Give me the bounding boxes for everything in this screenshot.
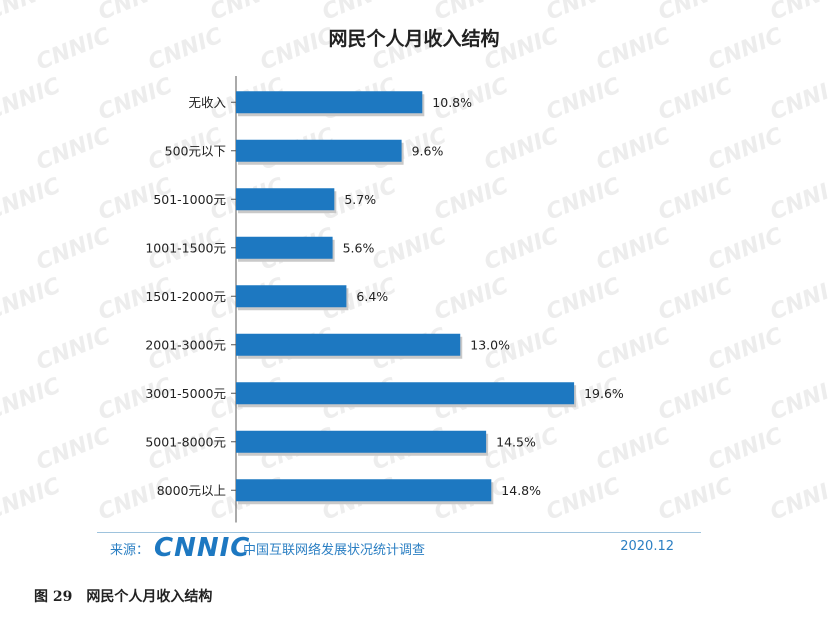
cnnic-logo: CNNIC bbox=[154, 533, 251, 563]
org-name: 中国互联网络发展状况统计调查 bbox=[243, 543, 426, 558]
category-label: 2001-3000元 bbox=[145, 337, 226, 352]
bar bbox=[236, 139, 402, 162]
bar bbox=[236, 188, 335, 211]
value-label: 5.6% bbox=[343, 240, 375, 255]
value-label: 5.7% bbox=[344, 192, 376, 207]
figure-number: 图 29 bbox=[34, 589, 73, 605]
bar bbox=[236, 333, 461, 356]
bar bbox=[236, 430, 487, 453]
category-label: 1501-2000元 bbox=[145, 289, 226, 304]
figure-caption-text: 网民个人月收入结构 bbox=[86, 589, 213, 605]
source-label: 来源： bbox=[110, 543, 150, 558]
value-label: 14.8% bbox=[501, 483, 541, 498]
value-label: 6.4% bbox=[356, 289, 388, 304]
value-label: 14.5% bbox=[496, 434, 536, 449]
value-label: 10.8% bbox=[432, 95, 472, 110]
value-label: 13.0% bbox=[470, 337, 510, 352]
bar bbox=[236, 236, 333, 259]
figure-caption: 图 29 网民个人月收入结构 bbox=[34, 586, 226, 606]
value-label: 9.6% bbox=[412, 143, 444, 158]
report-date: 2020.12 bbox=[620, 539, 674, 554]
category-label: 5001-8000元 bbox=[145, 434, 226, 449]
value-label: 19.6% bbox=[584, 386, 624, 401]
bar bbox=[236, 479, 492, 502]
category-label: 3001-5000元 bbox=[145, 386, 226, 401]
bar bbox=[236, 91, 423, 114]
category-label: 500元以下 bbox=[165, 143, 226, 158]
bar bbox=[236, 285, 347, 308]
category-label: 1001-1500元 bbox=[145, 240, 226, 255]
bar bbox=[236, 382, 575, 405]
footer-divider bbox=[97, 532, 701, 533]
bar-chart: 无收入 10.8% 500元以下 9.6% 501-1000元 5.7% 1001-1500… bbox=[145, 76, 624, 523]
category-label: 无收入 bbox=[188, 95, 226, 110]
category-label: 501-1000元 bbox=[153, 192, 226, 207]
chart-title: 网民个人月收入结构 bbox=[328, 28, 500, 50]
category-label: 8000元以上 bbox=[157, 483, 226, 498]
